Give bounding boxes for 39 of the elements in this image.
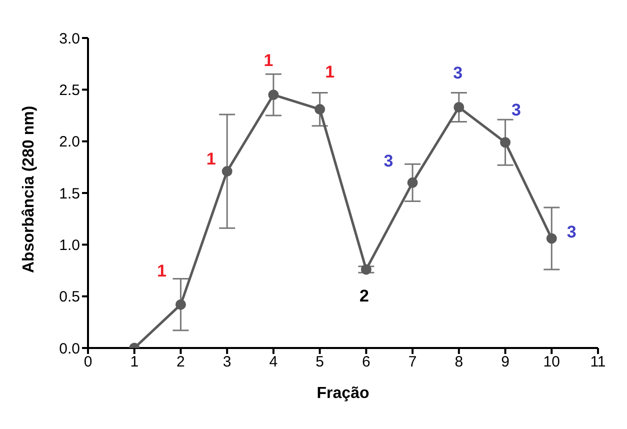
x-axis-title: Fração xyxy=(316,385,370,402)
annotation: 1 xyxy=(325,62,335,82)
annotation: 1 xyxy=(156,262,166,281)
point xyxy=(500,137,511,148)
x-tick-label: 2 xyxy=(176,354,185,371)
x-tick-label: 11 xyxy=(590,354,606,371)
annotation: 3 xyxy=(566,222,576,242)
annotation: 1 xyxy=(206,149,216,168)
y-tick-label: 2.5 xyxy=(59,82,80,99)
y-tick-label: 1.0 xyxy=(59,236,80,254)
y-tick-label: 2.0 xyxy=(59,134,80,151)
point xyxy=(314,104,326,115)
point xyxy=(175,299,186,310)
annotation: 1 xyxy=(264,50,274,70)
annotation: 3 xyxy=(384,152,394,171)
x-tick-label: 5 xyxy=(316,354,324,371)
y-tick-label: 3.0 xyxy=(59,30,80,48)
point xyxy=(407,177,418,188)
x-tick-label: 7 xyxy=(408,354,417,371)
point xyxy=(268,90,279,100)
annotation: 3 xyxy=(512,100,522,120)
y-tick-label: 0.0 xyxy=(59,340,80,358)
y-tick-label: 0.5 xyxy=(59,288,80,306)
x-tick-label: 6 xyxy=(362,354,370,371)
x-tick-label: 1 xyxy=(130,354,139,371)
point xyxy=(222,166,232,177)
x-tick-label: 3 xyxy=(222,354,232,371)
annotation: 3 xyxy=(453,63,463,82)
x-tick-label: 4 xyxy=(269,354,278,371)
point xyxy=(360,264,372,275)
y-axis-title: Absorbância (280 nm) xyxy=(20,106,38,273)
x-tick-label: 0 xyxy=(84,354,92,371)
x-tick-label: 10 xyxy=(543,354,560,371)
annotation: 2 xyxy=(359,286,369,306)
x-tick-label: 9 xyxy=(501,354,510,371)
point xyxy=(546,233,557,244)
x-tick-label: 8 xyxy=(454,354,464,371)
point xyxy=(454,102,464,112)
y-tick-label: 1.5 xyxy=(59,185,80,202)
